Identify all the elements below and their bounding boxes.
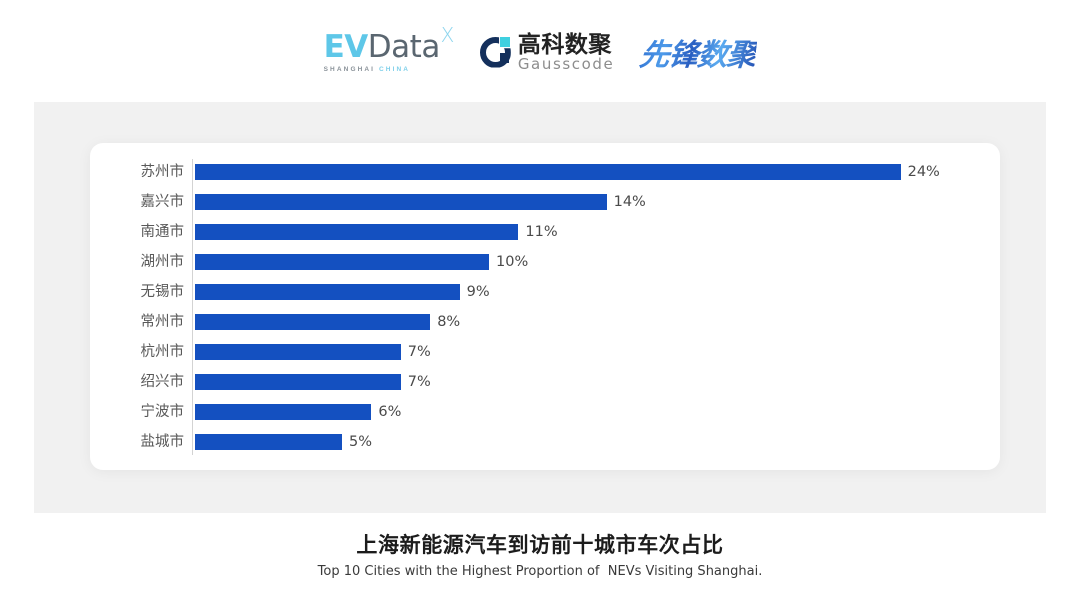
bar-category-label: 杭州市	[140, 343, 185, 360]
evdata-ev-text: EV	[323, 28, 369, 65]
bar-wrapper: 10%	[195, 247, 528, 277]
evdata-tagline-country: CHINA	[379, 65, 411, 73]
evdata-tagline: SHANGHAI CHINA	[324, 66, 410, 73]
gausscode-logo: 高科数聚 Gausscode	[479, 30, 615, 73]
bar-value-label: 11%	[525, 223, 558, 240]
bar-segment	[195, 374, 401, 390]
y-axis-line	[192, 159, 193, 455]
bar-segment	[195, 224, 519, 240]
bar-row: 嘉兴市 14%	[141, 187, 986, 217]
bar-value-label: 24%	[907, 163, 940, 180]
chart-title: 上海新能源汽车到访前十城市车次占比	[356, 533, 724, 557]
bar-category-label: 绍兴市	[140, 373, 185, 390]
bar-row: 绍兴市 7%	[141, 367, 986, 397]
bar-wrapper: 11%	[195, 217, 558, 247]
bar-value-label: 5%	[349, 433, 373, 450]
bar-segment	[195, 344, 401, 360]
bar-row: 苏州市 24%	[141, 157, 986, 187]
bar-value-label: 14%	[613, 193, 646, 210]
bar-row: 南通市 11%	[141, 217, 986, 247]
bar-value-label: 10%	[496, 253, 529, 270]
gausscode-english-name: Gausscode	[517, 54, 615, 73]
bar-wrapper: 14%	[195, 187, 646, 217]
bar-value-label: 7%	[407, 343, 431, 360]
bar-segment	[195, 404, 372, 420]
gausscode-ring-shape	[479, 36, 511, 68]
bar-rows-container: 苏州市 24% 嘉兴市 14% 南通市 11% 湖州市 10% 无锡市 9% 常州市 8% 杭州市 7% 绍…	[130, 157, 986, 457]
logo-bar: EVData X SHANGHAI CHINA 高科数聚 Gausscode 先…	[0, 24, 1080, 80]
bar-row: 无锡市 9%	[141, 277, 986, 307]
evdata-tagline-city: SHANGHAI	[323, 65, 376, 73]
bar-wrapper: 5%	[195, 427, 372, 457]
bar-value-label: 8%	[437, 313, 461, 330]
gausscode-chinese-name: 高科数聚	[517, 30, 612, 57]
bar-wrapper: 9%	[195, 277, 490, 307]
bar-segment	[195, 254, 489, 270]
bar-category-label: 宁波市	[140, 403, 185, 420]
bar-wrapper: 6%	[195, 397, 401, 427]
bar-category-label: 南通市	[140, 223, 185, 240]
bar-category-label: 盐城市	[140, 433, 185, 450]
gausscode-dark-square-shape	[499, 52, 509, 63]
bar-category-label: 湖州市	[140, 253, 185, 270]
chart-caption: 上海新能源汽车到访前十城市车次占比 Top 10 Cities with the…	[0, 532, 1080, 581]
bar-segment	[195, 194, 607, 210]
bar-wrapper: 24%	[195, 157, 940, 187]
bar-segment	[195, 164, 901, 180]
bar-wrapper: 8%	[195, 307, 460, 337]
chart-card: 苏州市 24% 嘉兴市 14% 南通市 11% 湖州市 10% 无锡市 9% 常州市 8% 杭州市 7% 绍…	[90, 143, 1000, 470]
bar-row: 盐城市 5%	[141, 427, 986, 457]
bar-category-label: 嘉兴市	[140, 193, 185, 210]
bar-segment	[195, 314, 431, 330]
evdata-data-text: Data	[367, 28, 441, 65]
bar-value-label: 7%	[407, 373, 431, 390]
bar-segment	[195, 284, 460, 300]
chart-plot-area: 苏州市 24% 嘉兴市 14% 南通市 11% 湖州市 10% 无锡市 9% 常州市 8% 杭州市 7% 绍…	[130, 157, 986, 456]
xianfeng-shuju-logo: 先锋数聚	[638, 30, 759, 74]
chart-subtitle: Top 10 Cities with the Highest Proportio…	[317, 564, 763, 580]
bar-row: 杭州市 7%	[141, 337, 986, 367]
bar-wrapper: 7%	[195, 337, 431, 367]
gausscode-wordmark: 高科数聚 Gausscode	[517, 30, 615, 73]
gausscode-mark-icon	[479, 36, 511, 68]
evdata-wordmark: EVData X	[323, 25, 455, 65]
bar-category-label: 苏州市	[140, 163, 185, 180]
bar-value-label: 6%	[378, 403, 402, 420]
bar-row: 宁波市 6%	[141, 397, 986, 427]
bar-value-label: 9%	[466, 283, 490, 300]
bar-row: 湖州市 10%	[141, 247, 986, 277]
bar-segment	[195, 434, 342, 450]
gausscode-cyan-square-shape	[499, 36, 510, 47]
bar-category-label: 无锡市	[140, 283, 185, 300]
bar-category-label: 常州市	[140, 313, 185, 330]
evdata-x-superscript-icon: X	[440, 22, 455, 47]
evdata-logo: EVData X SHANGHAI CHINA	[323, 25, 455, 73]
bar-wrapper: 7%	[195, 367, 431, 397]
bar-row: 常州市 8%	[141, 307, 986, 337]
